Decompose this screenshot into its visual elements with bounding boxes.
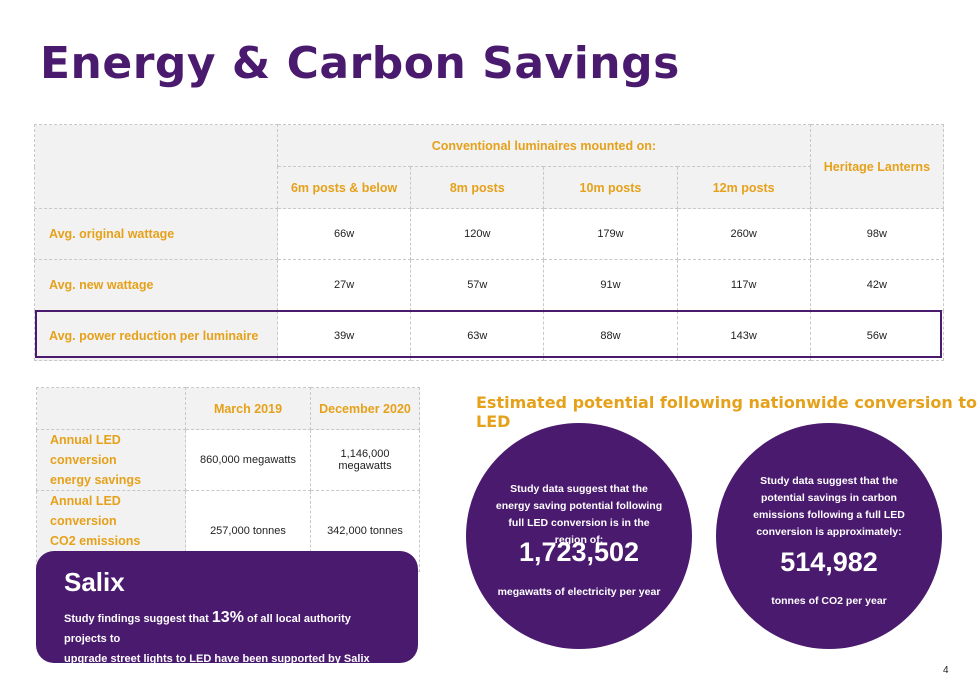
salix-text: Study findings suggest that 13% of all l…: [64, 608, 390, 689]
table-cell: 91w: [543, 259, 678, 311]
table-cell: 179w: [543, 208, 678, 260]
table-cell: 1,146,000 megawatts: [310, 429, 420, 491]
wattage-table: Conventional luminaires mounted on: Heri…: [34, 124, 945, 361]
table-row: Annual LED conversion energy savings 860…: [36, 429, 420, 491]
carbon-text: Study data suggest that the potential sa…: [753, 475, 905, 538]
salix-box: Salix Study findings suggest that 13% of…: [36, 551, 418, 685]
page-title: Energy & Carbon Savings: [40, 38, 680, 89]
table-row: Avg. original wattage 66w 120w 179w 260w…: [34, 208, 945, 260]
row-label: Avg. power reduction per luminaire: [34, 310, 278, 361]
table-cell: 88w: [543, 310, 678, 361]
column-header: 10m posts: [543, 166, 678, 209]
column-header: 6m posts & below: [276, 166, 412, 209]
table-cell: 120w: [410, 208, 545, 260]
estimate-heading: Estimated potential following nationwide…: [476, 393, 977, 431]
column-header: December 2020: [310, 387, 420, 430]
energy-circle: Study data suggest that the energy savin…: [466, 423, 692, 649]
row-label: Annual LED conversion energy savings: [36, 429, 186, 491]
table-cell: 56w: [809, 310, 945, 361]
table-cell: 63w: [410, 310, 545, 361]
column-header: 12m posts: [676, 166, 811, 209]
group-header: Conventional luminaires mounted on:: [277, 124, 811, 167]
table-cell: 42w: [809, 259, 945, 311]
salix-percent: 13%: [211, 609, 244, 626]
table-cell: 57w: [410, 259, 545, 311]
table-row-highlighted: Avg. power reduction per luminaire 39w 6…: [34, 310, 945, 361]
energy-text: Study data suggest that the energy savin…: [495, 483, 663, 546]
heritage-header: Heritage Lanterns: [809, 124, 945, 209]
column-header: 8m posts: [410, 166, 545, 209]
row-label: Avg. new wattage: [34, 259, 278, 311]
table-cell: 260w: [676, 208, 811, 260]
table-cell: 98w: [809, 208, 945, 260]
row-label-line: energy savings: [50, 473, 142, 487]
carbon-unit: tonnes of CO2 per year: [771, 595, 887, 607]
table-corner: [34, 124, 278, 209]
table-cell: 27w: [276, 259, 412, 311]
row-label-line: Annual LED conversion: [50, 494, 121, 528]
table-corner: [36, 387, 186, 430]
carbon-value: 514,982: [780, 547, 878, 577]
table-row: Avg. new wattage 27w 57w 91w 117w 42w: [34, 259, 945, 311]
annual-savings-table: March 2019 December 2020 Annual LED conv…: [36, 387, 420, 572]
table-cell: 860,000 megawatts: [185, 429, 311, 491]
salix-text-end: of all local authority projects to: [64, 613, 351, 645]
table-cell: 39w: [276, 310, 412, 361]
table-cell: 66w: [276, 208, 412, 260]
energy-unit: megawatts of electricity per year: [497, 586, 661, 598]
row-label-line: Annual LED conversion: [50, 433, 121, 467]
table-cell: 117w: [676, 259, 811, 311]
carbon-circle: Study data suggest that the potential sa…: [716, 423, 942, 649]
energy-value: 1,723,502: [518, 537, 640, 567]
table-cell: 143w: [676, 310, 811, 361]
column-header: March 2019: [185, 387, 311, 430]
salix-title: Salix: [64, 567, 125, 597]
row-label: Avg. original wattage: [34, 208, 278, 260]
page-number: 4: [943, 665, 949, 676]
salix-text-start: Study findings suggest that: [64, 613, 212, 625]
salix-text-line2: upgrade street lights to LED have been s…: [64, 653, 370, 685]
